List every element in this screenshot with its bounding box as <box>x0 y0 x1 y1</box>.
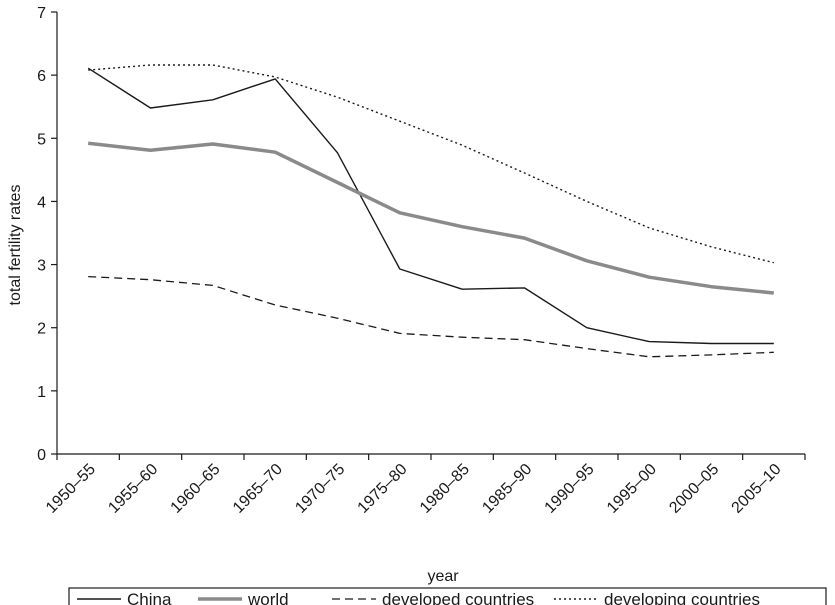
series-line-world <box>88 141 774 295</box>
y-axis-label: total fertility rates <box>7 185 24 306</box>
y-tick-label: 0 <box>37 447 46 464</box>
y-tick-label: 6 <box>37 68 46 85</box>
y-tick-label: 5 <box>37 131 46 148</box>
series-line-developing-countries <box>88 64 774 264</box>
series-line-china <box>87 67 774 345</box>
x-tick-label: 1965–70 <box>230 461 286 517</box>
y-tick-label: 1 <box>37 384 46 401</box>
y-tick-label: 2 <box>37 321 46 338</box>
y-tick-label: 4 <box>37 194 46 211</box>
y-tick-label: 3 <box>37 258 46 275</box>
x-tick-label: 1960–65 <box>168 461 224 517</box>
x-tick-label: 1980–85 <box>417 461 473 517</box>
legend-label: China <box>127 590 172 605</box>
x-tick-label: 1955–60 <box>105 461 161 517</box>
axis-ticks: 0 1 2 3 4 5 6 7 1950–55 1955–60 1960–65 1965–70 1970… <box>37 5 806 517</box>
legend-label: world <box>247 590 289 605</box>
x-tick-label: 1975–80 <box>355 461 411 517</box>
x-tick-label: 1970–75 <box>292 461 348 517</box>
x-tick-label: 1950–55 <box>43 461 99 517</box>
legend-box <box>68 587 827 605</box>
x-tick-label: 1995–00 <box>604 461 660 517</box>
axes <box>56 12 805 455</box>
x-tick-label: 1985–90 <box>479 461 535 517</box>
legend: China world developed countries developing … <box>68 587 827 605</box>
x-tick-label: 1990–95 <box>542 461 598 517</box>
legend-label: developing countries <box>604 590 760 605</box>
x-axis-label: year <box>427 568 459 585</box>
y-tick-label: 7 <box>37 5 46 22</box>
x-tick-label: 2005–10 <box>729 461 785 517</box>
legend-label: developed countries <box>382 590 534 605</box>
x-tick-label: 2000–05 <box>666 461 722 517</box>
series-line-developed-countries <box>88 275 774 358</box>
series-lines <box>87 64 774 358</box>
